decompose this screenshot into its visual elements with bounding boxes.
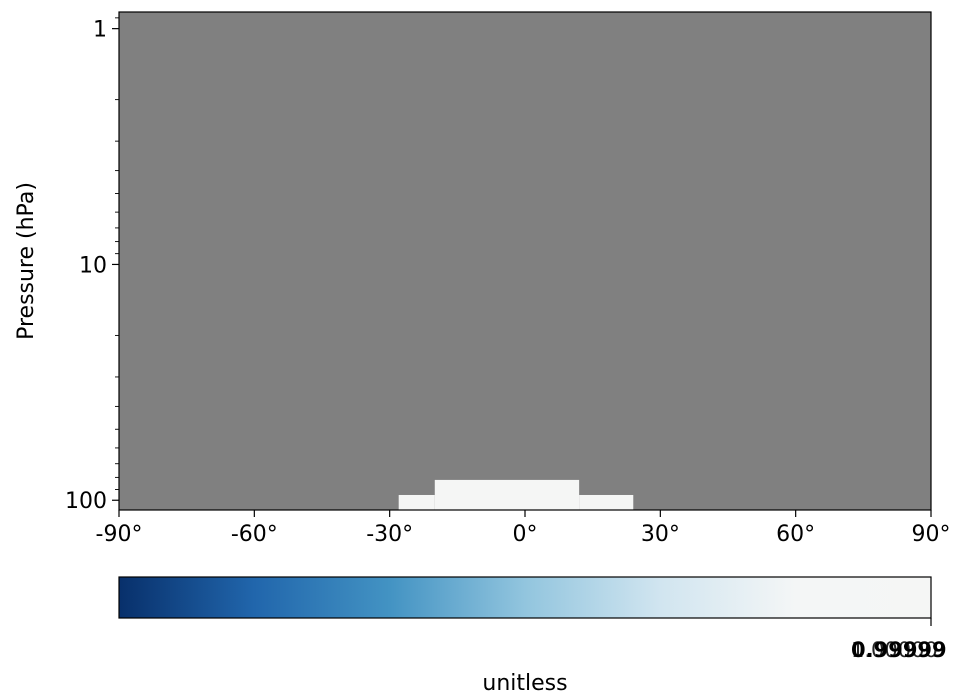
colorbar-tick-label: 1.00000	[851, 638, 938, 662]
colorbar-label: unitless	[482, 671, 567, 696]
heatmap-cell	[434, 479, 580, 510]
y-tick-label: 10	[79, 253, 107, 278]
heatmap-cell	[398, 494, 435, 510]
y-tick-label: 100	[65, 489, 107, 514]
x-axis-ticks: -90° -60° -30° 0° 30° 60° 90°	[96, 510, 951, 547]
x-tick-label: 0°	[513, 522, 538, 547]
x-tick-label: 30°	[641, 522, 680, 547]
x-tick-label: 60°	[776, 522, 815, 547]
colorbar-tick-label: 0.99999	[851, 638, 947, 662]
x-tick-label: -60°	[231, 522, 278, 547]
x-tick-label: 90°	[912, 522, 951, 547]
x-tick-label: -30°	[366, 522, 413, 547]
y-axis-ticks: 1 10 100	[65, 17, 119, 514]
heatmap-cells	[398, 479, 634, 510]
y-tick-label: 1	[93, 18, 107, 43]
heatmap-cell	[579, 494, 634, 510]
y-axis-label: Pressure (hPa)	[14, 182, 39, 340]
plot-background	[119, 12, 931, 510]
x-tick-label: -90°	[96, 522, 143, 547]
colorbar	[118, 576, 932, 619]
